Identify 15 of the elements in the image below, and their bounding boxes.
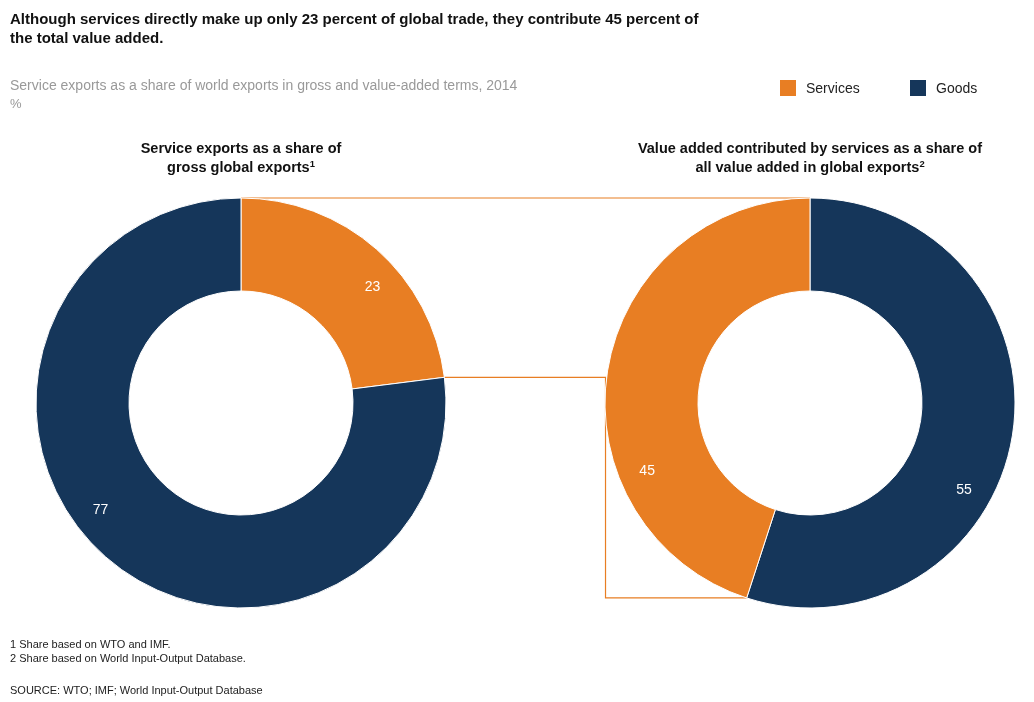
donut-slice bbox=[35, 197, 447, 609]
data-label: 23 bbox=[364, 277, 381, 294]
text: Service exports as a share of world exports in gross and value-added terms, 2014 bbox=[10, 77, 518, 93]
data-label: 55 bbox=[956, 480, 973, 497]
data-label: 77 bbox=[92, 501, 109, 518]
text: 2 Share based on World Input-Output Database. bbox=[10, 652, 246, 664]
source-note: SOURCE: WTO; IMF; World Input-Output Database bbox=[10, 684, 263, 696]
text: 1 Share based on WTO and IMF. bbox=[10, 638, 171, 650]
text: Service exports as a share of gross global exports$^{1}$ bbox=[140, 140, 342, 175]
text: Although services directly make up only 23 percent of global trade, they contribute 45 percent of the total value added. bbox=[10, 10, 700, 46]
legend-label: Services bbox=[806, 79, 860, 96]
legend-label: Goods bbox=[936, 79, 978, 96]
data-label: 45 bbox=[639, 462, 656, 479]
text: % bbox=[10, 96, 22, 111]
chart-title: Value added contributed by services as a share of all value added in global exports$^{2}$ bbox=[637, 140, 983, 175]
